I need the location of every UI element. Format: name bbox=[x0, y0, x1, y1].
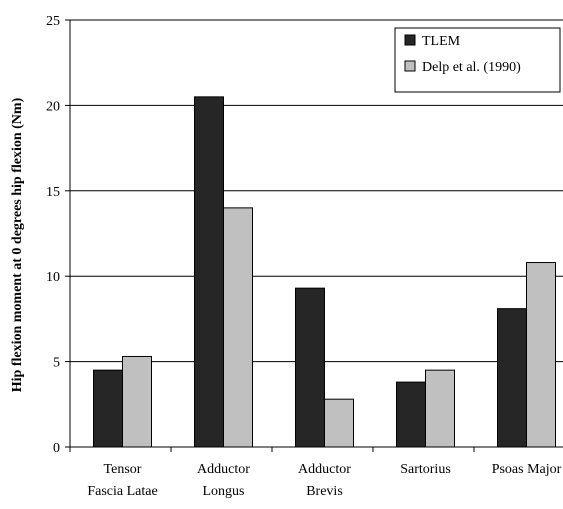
legend-box bbox=[394, 27, 561, 93]
x-ticks: Tensor Fascia Latae Adductor Longus Adductor… bbox=[69, 447, 562, 499]
legend-swatch bbox=[404, 60, 416, 72]
y-axis-title: Hip flexion moment at 0 degrees hip flex… bbox=[10, 97, 25, 392]
y-tick-label: 20 bbox=[46, 99, 60, 114]
y-ticks: 0 5 10 15 20 25 bbox=[46, 14, 70, 456]
legend-label: Delp et al. (1990) bbox=[422, 60, 521, 75]
y-tick-label: 10 bbox=[46, 270, 60, 285]
bar-tlem bbox=[295, 287, 325, 448]
y-tick-label: 0 bbox=[53, 441, 60, 456]
bar-tlem bbox=[194, 96, 224, 448]
bar-delp bbox=[324, 398, 354, 448]
bar-tlem bbox=[93, 369, 123, 448]
y-tick-label: 5 bbox=[53, 356, 60, 371]
bar-delp bbox=[526, 262, 556, 448]
bar-tlem bbox=[497, 308, 527, 448]
x-category-label: Brevis bbox=[306, 484, 343, 499]
bar-tlem bbox=[396, 381, 426, 448]
legend-swatch bbox=[404, 34, 416, 46]
x-category-label: Psoas Major bbox=[492, 462, 562, 477]
bar-delp bbox=[425, 369, 455, 448]
axes bbox=[69, 20, 563, 448]
legend: TLEM Delp et al. (1990) bbox=[394, 27, 561, 93]
x-category-label: Longus bbox=[203, 484, 245, 499]
y-tick-label: 15 bbox=[46, 185, 60, 200]
bar-delp bbox=[223, 207, 253, 448]
y-tick-label: 25 bbox=[46, 14, 60, 29]
x-category-label: Tensor bbox=[104, 462, 142, 477]
x-category-label: Adductor bbox=[298, 462, 351, 477]
bars bbox=[93, 96, 556, 448]
legend-label: TLEM bbox=[422, 34, 461, 49]
x-category-label: Sartorius bbox=[400, 462, 451, 477]
gridlines bbox=[70, 19, 563, 363]
x-category-label: Fascia Latae bbox=[87, 484, 157, 499]
x-category-label: Adductor bbox=[197, 462, 250, 477]
bar-delp bbox=[122, 355, 152, 448]
